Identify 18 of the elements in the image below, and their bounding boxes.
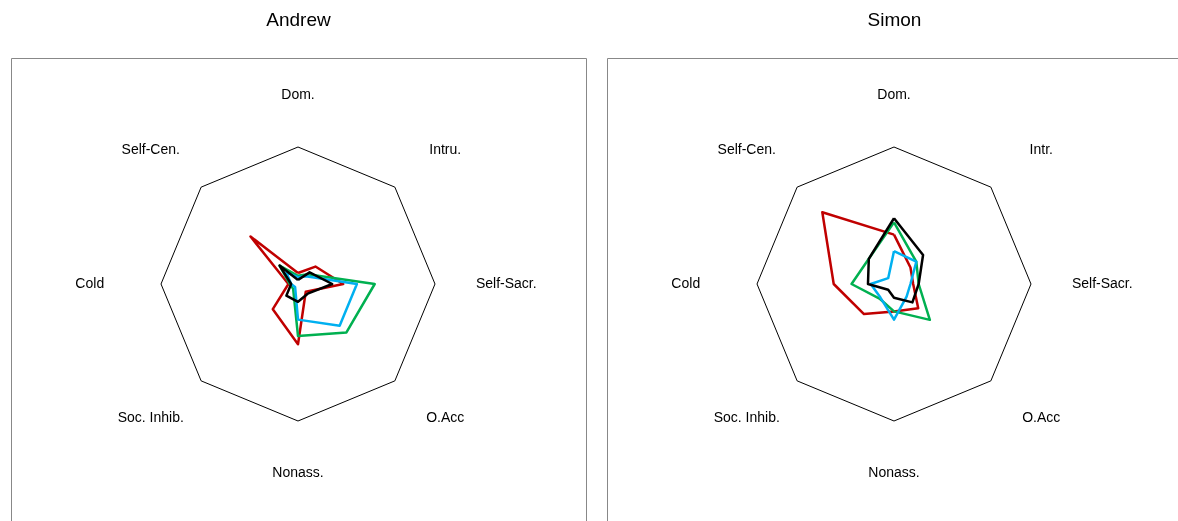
spoke-label: Self-Sacr. [475, 275, 537, 291]
spoke-label: Self-Cen. [717, 141, 776, 158]
spoke-label: O.Acc [426, 408, 465, 425]
spoke-label: Nonass. [272, 464, 324, 481]
spoke-label: Intru. [429, 141, 462, 158]
spoke-label: Dom. [281, 85, 315, 102]
spoke-label: Self-Cen. [121, 141, 180, 158]
spoke-label: Cold [75, 275, 105, 291]
chart-title: Simon [867, 9, 922, 30]
spoke-label: O.Acc [1022, 408, 1061, 425]
spoke-label: Cold [671, 275, 701, 291]
spoke-label: Dom. [877, 85, 911, 102]
spoke-label: Nonass. [868, 464, 920, 481]
spoke-label: Self-Sacr. [1071, 275, 1133, 291]
spoke-label: Intr. [1029, 141, 1053, 158]
spoke-label: Soc. Inhib. [713, 408, 780, 425]
spoke-label: Soc. Inhib. [117, 408, 184, 425]
chart-title: Andrew [266, 9, 331, 30]
